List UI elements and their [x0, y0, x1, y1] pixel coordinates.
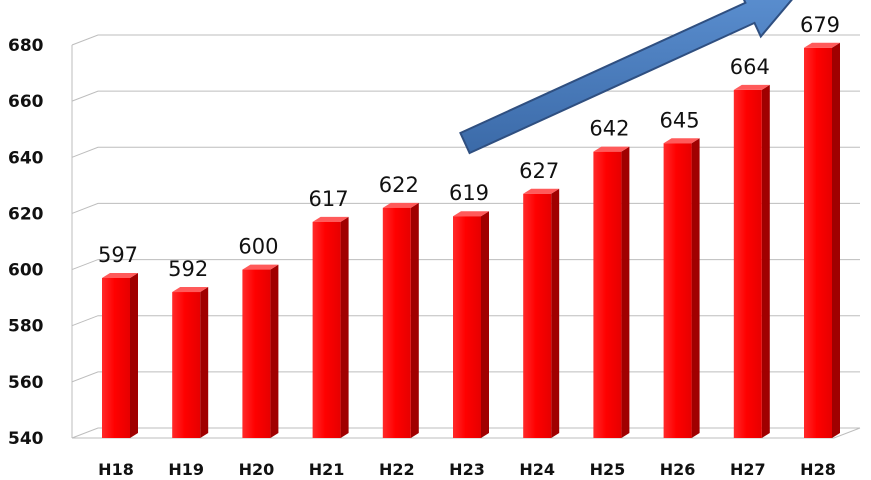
x-tick-label: H25: [590, 460, 626, 479]
y-tick-label: 540: [8, 429, 44, 449]
data-label: 619: [449, 181, 489, 205]
gridline: [71, 34, 860, 46]
data-label: 597: [98, 243, 138, 267]
data-label: 592: [168, 257, 208, 281]
bar: [593, 146, 630, 438]
x-tick-label: H21: [309, 460, 345, 479]
data-labels: 597 592 600 617 622 619 627 642 645 664 679: [98, 13, 840, 281]
data-label: 679: [800, 13, 840, 37]
trend-arrow: [459, 0, 793, 155]
data-label: 617: [309, 187, 349, 211]
x-tick-label: H26: [660, 460, 696, 479]
bars: [102, 42, 840, 439]
data-label: 642: [589, 117, 629, 141]
bar: [172, 287, 209, 438]
x-tick-label: H19: [168, 460, 204, 479]
x-tick-label: H24: [519, 460, 555, 479]
x-tick-label: H18: [98, 460, 134, 479]
data-label: 627: [519, 159, 559, 183]
bar: [102, 272, 138, 438]
trend-arrow-shape: [459, 0, 793, 155]
bar: [312, 216, 349, 438]
bar: [663, 138, 700, 438]
y-tick-label: 560: [8, 373, 44, 393]
data-label: 664: [730, 55, 770, 79]
y-tick-label: 600: [8, 261, 44, 281]
x-tick-label: H27: [730, 460, 766, 479]
y-tick-label: 660: [8, 92, 44, 112]
bar: [242, 264, 279, 438]
x-tick-label: H23: [449, 460, 485, 479]
x-tick-label: H28: [800, 460, 836, 479]
bar: [382, 202, 419, 438]
y-axis-ticks: 540 560 580 600 620 640 660 680: [8, 36, 44, 449]
bar: [804, 42, 840, 439]
x-tick-label: H22: [379, 460, 415, 479]
data-label: 645: [660, 108, 700, 132]
y-tick-label: 580: [8, 317, 44, 337]
y-tick-label: 640: [8, 148, 44, 168]
y-tick-label: 680: [8, 36, 44, 56]
bar: [733, 84, 770, 439]
data-label: 600: [238, 235, 278, 259]
data-label: 622: [379, 173, 419, 197]
bar: [453, 211, 489, 438]
x-tick-label: H20: [239, 460, 275, 479]
bar: [523, 188, 560, 438]
y-tick-label: 620: [8, 204, 44, 224]
x-axis-ticks: H18 H19 H20 H21 H22 H23 H24 H25 H26 H27 H28: [98, 460, 836, 479]
